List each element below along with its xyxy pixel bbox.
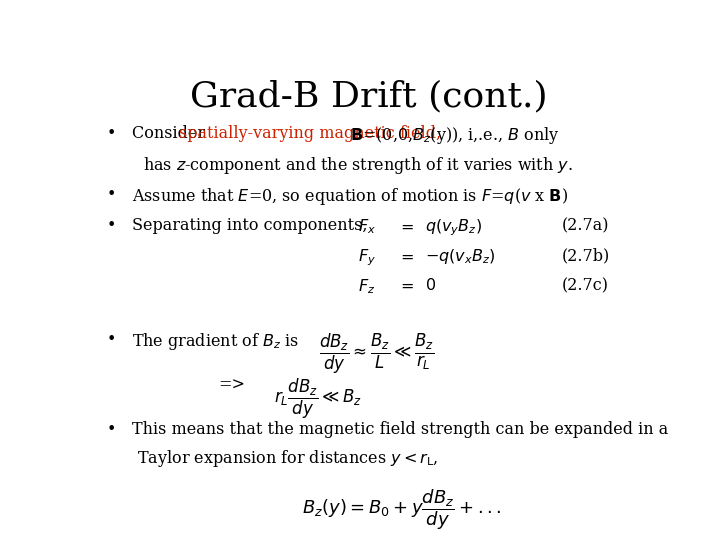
Text: $=$: $=$ [397,277,414,294]
Text: Separating into components,: Separating into components, [132,218,367,234]
Text: $F_y$: $F_y$ [358,247,376,268]
Text: $q(v_y B_z)$: $q(v_y B_z)$ [425,218,482,238]
Text: has $z$-component and the strength of it varies with $y$.: has $z$-component and the strength of it… [143,155,573,176]
Text: $r_L \dfrac{dB_z}{dy} \ll B_z$: $r_L \dfrac{dB_z}{dy} \ll B_z$ [274,377,362,421]
Text: $F_x$: $F_x$ [358,218,376,236]
Text: (2.7a): (2.7a) [562,218,609,234]
Text: The gradient of $B_z$ is: The gradient of $B_z$ is [132,332,299,352]
Text: •: • [107,186,116,203]
Text: •: • [107,125,116,142]
Text: $-q(v_x B_z)$: $-q(v_x B_z)$ [425,247,495,266]
Text: =>: => [218,377,246,394]
Text: $=$: $=$ [397,218,414,234]
Text: (2.7b): (2.7b) [562,247,610,265]
Text: $\mathbf{B}$=(0,0,$B_z$(y)), i,.e., $\mathit{B}$ only: $\mathbf{B}$=(0,0,$B_z$(y)), i,.e., $\ma… [345,125,560,146]
Text: $B_z(y) = B_0 + y\dfrac{dB_z}{dy} + ...$: $B_z(y) = B_0 + y\dfrac{dB_z}{dy} + ...$ [302,487,501,532]
Text: $\dfrac{dB_z}{dy} \approx \dfrac{B_z}{L} \ll \dfrac{B_z}{r_L}$: $\dfrac{dB_z}{dy} \approx \dfrac{B_z}{L}… [319,332,434,375]
Text: Grad-B Drift (cont.): Grad-B Drift (cont.) [190,79,548,113]
Text: •: • [107,218,116,234]
Text: (2.7c): (2.7c) [562,277,608,294]
Text: $=$: $=$ [397,247,414,265]
Text: Taylor expansion for distances $y < r_{\mathrm{L}}$,: Taylor expansion for distances $y < r_{\… [138,448,438,469]
Text: spatially-varying magnetic field,: spatially-varying magnetic field, [179,125,441,142]
Text: Consider: Consider [132,125,210,142]
Text: $F_z$: $F_z$ [358,277,375,296]
Text: •: • [107,421,116,438]
Text: $0$: $0$ [425,277,436,294]
Text: •: • [107,332,116,348]
Text: This means that the magnetic field strength can be expanded in a: This means that the magnetic field stren… [132,421,668,438]
Text: Assume that $\mathit{E}$=0, so equation of motion is $\mathit{F}$=$q$($\mathit{v: Assume that $\mathit{E}$=0, so equation … [132,186,568,207]
